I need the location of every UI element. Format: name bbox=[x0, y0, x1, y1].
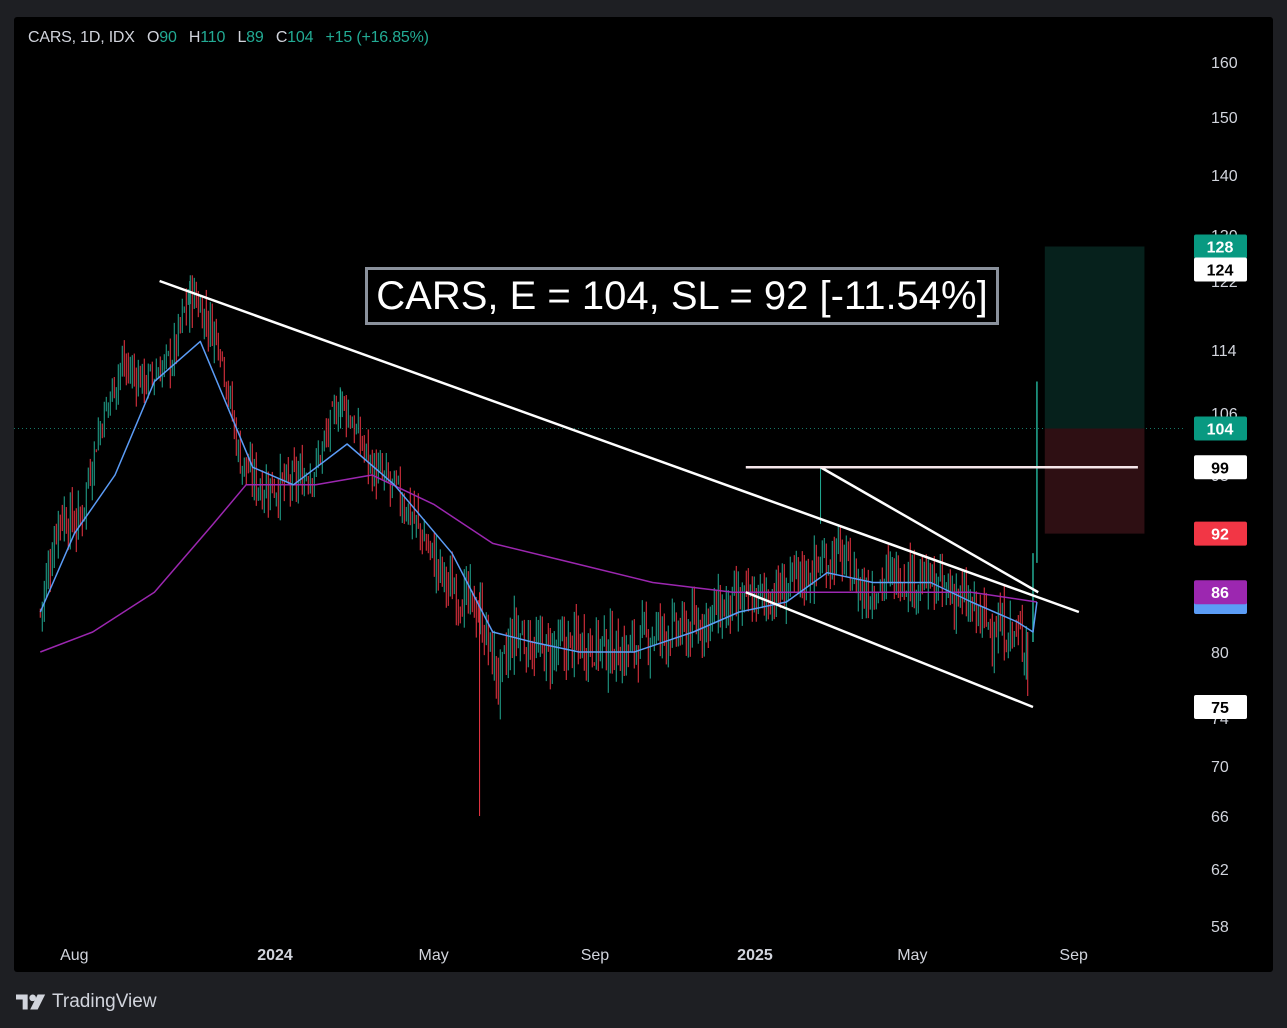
price-chart[interactable]: 1601501401301221141069885807470666258Aug… bbox=[14, 17, 1273, 972]
y-axis-tick-label: 160 bbox=[1211, 55, 1238, 72]
price-label-badge bbox=[1194, 695, 1247, 719]
legend-low-key: L bbox=[237, 29, 247, 46]
x-axis-tick-label: May bbox=[897, 947, 927, 964]
legend-high-key: H bbox=[188, 29, 201, 46]
legend-low-value: 89 bbox=[246, 29, 264, 46]
footer-branding[interactable]: TradingView bbox=[16, 989, 157, 1015]
legend-close-value: 104 bbox=[287, 29, 314, 46]
y-axis-tick-label: 150 bbox=[1211, 110, 1238, 127]
price-label-badge bbox=[1194, 521, 1247, 546]
legend-symbol: CARS, 1D, IDX bbox=[28, 29, 135, 46]
x-axis-tick-label: Sep bbox=[581, 947, 610, 964]
y-axis-tick-label: 62 bbox=[1211, 862, 1229, 879]
legend-high-value: 110 bbox=[200, 29, 226, 46]
price-label-badge bbox=[1194, 416, 1247, 441]
slow-moving-average-line bbox=[40, 474, 1038, 653]
x-axis-tick-label: 2024 bbox=[257, 947, 293, 964]
y-axis-tick-label: 70 bbox=[1211, 759, 1229, 776]
x-axis-tick-label: 2025 bbox=[737, 947, 773, 964]
legend-open-value: 90 bbox=[159, 29, 177, 46]
price-label-text: 86 bbox=[1211, 585, 1229, 602]
fast-moving-average-line bbox=[39, 340, 1038, 653]
chart-frame[interactable]: 1601501401301221141069885807470666258Aug… bbox=[14, 17, 1273, 972]
price-label-text: 75 bbox=[1211, 700, 1229, 717]
y-axis-tick-label: 80 bbox=[1211, 645, 1229, 662]
price-label-text: 92 bbox=[1211, 527, 1229, 544]
price-label-text: 128 bbox=[1207, 240, 1234, 257]
price-label-text: 124 bbox=[1207, 263, 1234, 280]
stop-loss-zone bbox=[1044, 428, 1145, 534]
y-axis-tick-label: 58 bbox=[1211, 919, 1229, 936]
price-label-text: 99 bbox=[1211, 460, 1229, 477]
tradingview-logo-icon bbox=[16, 994, 46, 1010]
footer-brand-name: TradingView bbox=[52, 991, 157, 1012]
symbol-legend: CARS, 1D, IDX O90 H110 L89 C104 +15 (+16… bbox=[28, 29, 429, 47]
trade-setup-label[interactable]: CARS, E = 104, SL = 92 [-11.54%] bbox=[365, 267, 999, 325]
y-axis-tick-label: 140 bbox=[1211, 168, 1238, 185]
price-label-badge bbox=[1194, 455, 1247, 480]
y-axis-tick-label: 66 bbox=[1211, 809, 1229, 826]
price-label-badge bbox=[1194, 234, 1247, 259]
x-axis-tick-label: Sep bbox=[1059, 947, 1088, 964]
x-axis-tick-label: Aug bbox=[60, 947, 88, 964]
trendline bbox=[745, 591, 1034, 709]
legend-open-key: O bbox=[147, 29, 160, 46]
x-axis-tick-label: May bbox=[419, 947, 449, 964]
trendline bbox=[159, 279, 1080, 614]
trendline bbox=[819, 466, 1039, 594]
target-zone bbox=[1044, 246, 1145, 429]
price-label-badge bbox=[1194, 257, 1247, 282]
legend-change: +15 (+16.85%) bbox=[325, 29, 429, 46]
legend-close-key: C bbox=[275, 29, 288, 46]
price-label-badge bbox=[1194, 580, 1247, 605]
price-label-text: 104 bbox=[1207, 422, 1234, 439]
y-axis-tick-label: 114 bbox=[1211, 343, 1237, 360]
